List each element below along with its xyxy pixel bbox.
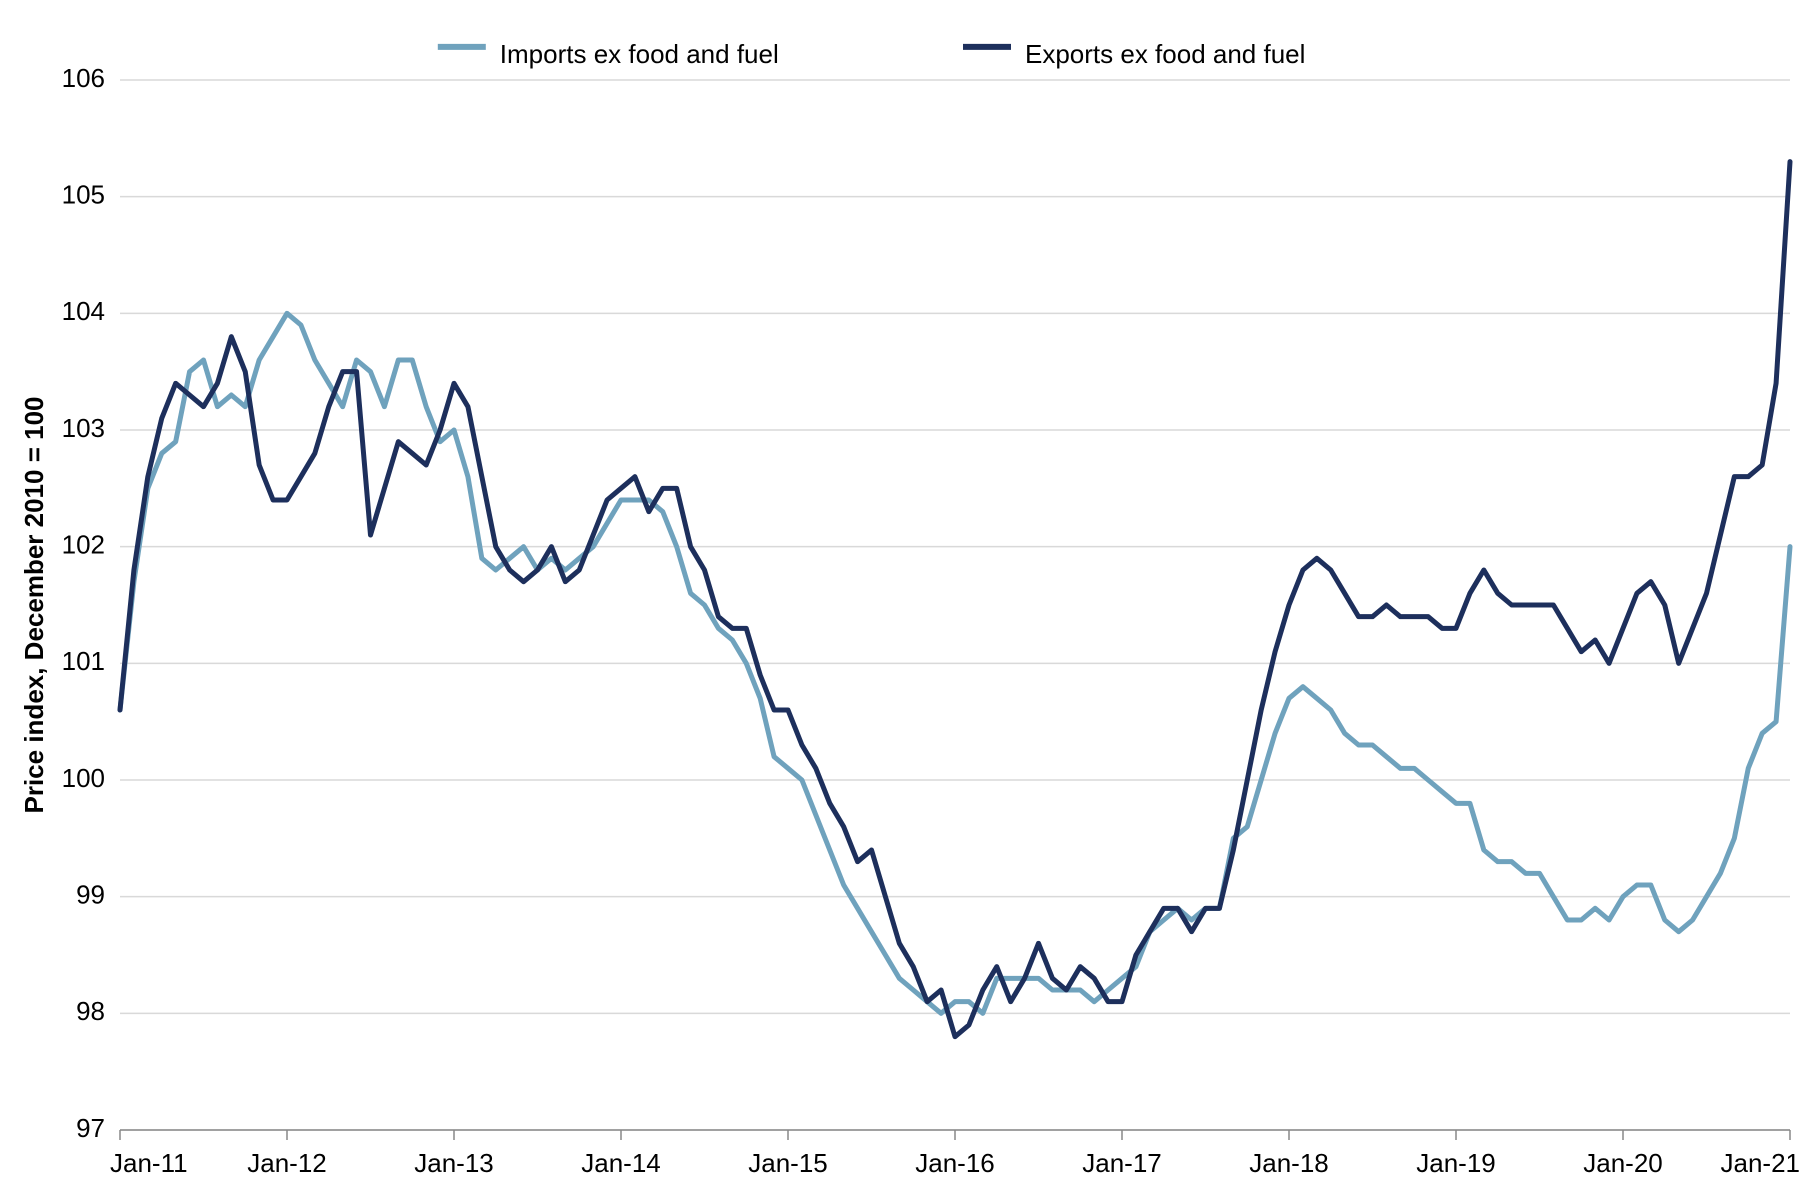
y-tick-label: 98 bbox=[76, 996, 105, 1026]
y-tick-label: 104 bbox=[62, 296, 105, 326]
y-tick-label: 105 bbox=[62, 180, 105, 210]
legend-label: Imports ex food and fuel bbox=[500, 39, 779, 69]
chart-svg: 97 98 99 100 101 102 103 104 105 106 Price index, … bbox=[0, 0, 1806, 1196]
y-tick-label: 100 bbox=[62, 763, 105, 793]
y-tick-label: 102 bbox=[62, 530, 105, 560]
y-tick-label: 99 bbox=[76, 880, 105, 910]
y-tick-label: 106 bbox=[62, 63, 105, 93]
x-tick-label: Jan-15 bbox=[748, 1148, 828, 1178]
x-tick-label: Jan-18 bbox=[1249, 1148, 1329, 1178]
y-axis-label: Price index, December 2010 = 100 bbox=[19, 397, 49, 814]
price-index-line-chart: 97 98 99 100 101 102 103 104 105 106 Price index, … bbox=[0, 0, 1806, 1196]
x-tick-label: Jan-19 bbox=[1416, 1148, 1496, 1178]
y-tick-label: 103 bbox=[62, 413, 105, 443]
y-tick-label: 97 bbox=[76, 1113, 105, 1143]
x-tick-label: Jan-11 bbox=[110, 1148, 188, 1178]
x-tick-label: Jan-13 bbox=[414, 1148, 494, 1178]
legend-label: Exports ex food and fuel bbox=[1025, 39, 1305, 69]
x-tick-label: Jan-17 bbox=[1082, 1148, 1162, 1178]
x-tick-label: Jan-16 bbox=[915, 1148, 995, 1178]
x-tick-label: Jan-21 bbox=[1721, 1148, 1801, 1178]
y-tick-label: 101 bbox=[62, 646, 105, 676]
x-tick-label: Jan-12 bbox=[247, 1148, 327, 1178]
x-tick-label: Jan-14 bbox=[581, 1148, 661, 1178]
chart-background bbox=[0, 0, 1806, 1196]
x-tick-label: Jan-20 bbox=[1583, 1148, 1663, 1178]
